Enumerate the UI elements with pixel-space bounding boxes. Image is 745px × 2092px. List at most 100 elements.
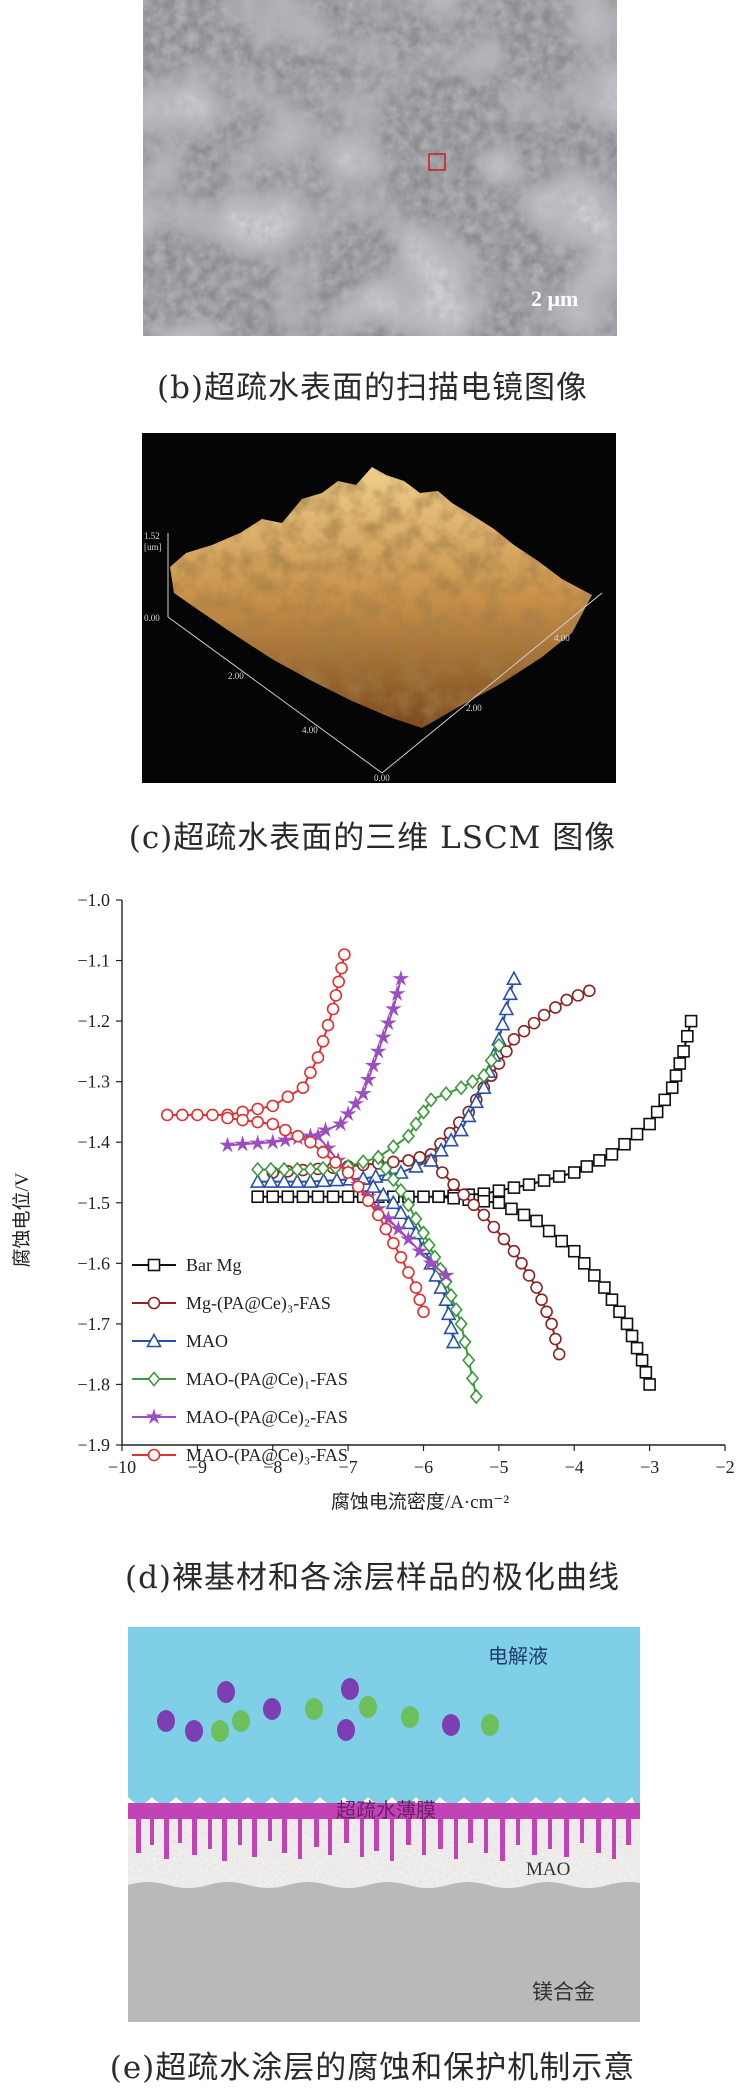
data-point bbox=[507, 1244, 521, 1258]
data-point bbox=[605, 1293, 619, 1306]
lscm-x-tick-2: 4.00 bbox=[302, 725, 318, 735]
data-point bbox=[251, 1190, 264, 1204]
lscm-y-tick-2: 4.00 bbox=[554, 633, 570, 643]
data-point bbox=[527, 1016, 541, 1030]
data-point bbox=[465, 1073, 480, 1090]
data-point bbox=[160, 1108, 174, 1122]
data-point bbox=[665, 1081, 679, 1095]
data-point bbox=[311, 1051, 325, 1064]
data-point bbox=[332, 1115, 349, 1132]
data-point bbox=[409, 1211, 423, 1227]
data-point bbox=[206, 1108, 219, 1122]
data-point bbox=[492, 1184, 506, 1197]
data-point bbox=[351, 1180, 365, 1193]
legend-label: MAO-(PA@Ce)₃-FAS bbox=[186, 1445, 348, 1466]
data-point bbox=[439, 1086, 453, 1102]
data-point bbox=[392, 969, 410, 986]
data-point bbox=[454, 1316, 468, 1332]
data-point bbox=[316, 1034, 330, 1048]
data-point bbox=[303, 1161, 317, 1178]
data-point bbox=[658, 1093, 672, 1107]
data-point bbox=[517, 1208, 531, 1222]
data-point bbox=[507, 1181, 521, 1194]
data-point bbox=[329, 989, 343, 1002]
y-tick-label: −1.3 bbox=[77, 1072, 110, 1092]
data-point bbox=[354, 1085, 372, 1101]
data-point bbox=[409, 1116, 423, 1132]
data-point bbox=[276, 1173, 292, 1188]
data-point bbox=[388, 985, 406, 1001]
data-point bbox=[328, 1171, 345, 1187]
data-point bbox=[588, 1269, 601, 1282]
data-point bbox=[643, 1378, 656, 1391]
lscm-panel: 1.52 [um] 0.00 2.00 4.00 0.00 2.00 4.00 bbox=[142, 433, 616, 783]
data-point bbox=[386, 1171, 400, 1188]
data-point bbox=[385, 1000, 402, 1017]
data-point bbox=[317, 1121, 334, 1138]
alloy-layer bbox=[128, 1882, 648, 2022]
data-point bbox=[251, 1115, 264, 1129]
data-point bbox=[432, 1190, 445, 1204]
legend-item: MAO-(PA@Ce)₁-FAS bbox=[132, 1369, 348, 1390]
data-point bbox=[266, 1117, 280, 1131]
polarization-chart: −10 −9 −8 −7 −6 −5 −4 −3 −2 −1.0 −1.1 −1.2 −1.3 −1.4 −… bbox=[0, 880, 745, 1540]
data-point bbox=[347, 1095, 365, 1111]
data-point bbox=[264, 1133, 282, 1150]
data-point bbox=[502, 985, 519, 1001]
data-point bbox=[364, 1056, 382, 1073]
data-point bbox=[447, 1178, 460, 1191]
data-point bbox=[302, 1173, 319, 1188]
legend-item: MAO-(PA@Ce)₂-FAS bbox=[132, 1407, 348, 1428]
legend-label: MAO bbox=[186, 1331, 228, 1351]
data-point bbox=[379, 1222, 393, 1236]
data-point bbox=[146, 1332, 162, 1348]
data-point bbox=[400, 1230, 417, 1247]
data-point bbox=[191, 1108, 204, 1122]
film-label: 超疏水薄膜 bbox=[336, 1799, 436, 1822]
data-point bbox=[458, 1334, 472, 1350]
data-point bbox=[371, 1149, 385, 1166]
data-point bbox=[409, 1281, 423, 1294]
data-point bbox=[555, 1234, 568, 1248]
data-point bbox=[477, 1067, 491, 1084]
lscm-z-min-label: 0.00 bbox=[144, 613, 160, 623]
data-point bbox=[522, 1178, 536, 1191]
data-point bbox=[393, 1204, 409, 1220]
data-point bbox=[530, 1214, 543, 1228]
data-point bbox=[416, 1225, 431, 1241]
data-point bbox=[304, 1135, 317, 1149]
data-point bbox=[443, 1132, 459, 1147]
data-point bbox=[329, 1156, 342, 1169]
data-point bbox=[289, 1173, 306, 1188]
series-4 bbox=[251, 1037, 506, 1405]
data-point bbox=[145, 1408, 163, 1425]
x-tick-label: −2 bbox=[715, 1457, 734, 1477]
data-point bbox=[341, 1166, 355, 1179]
data-point bbox=[613, 1305, 626, 1319]
x-tick-label: −7 bbox=[339, 1457, 358, 1477]
data-point bbox=[468, 1093, 485, 1109]
data-point bbox=[580, 1160, 594, 1173]
data-point bbox=[290, 1161, 304, 1178]
data-point bbox=[408, 1158, 424, 1173]
data-point bbox=[281, 1090, 295, 1104]
data-point bbox=[560, 993, 574, 1007]
y-axis-label: 腐蚀电位/V bbox=[11, 1172, 33, 1267]
x-axis-label: 腐蚀电流密度/A·cm⁻² bbox=[331, 1491, 510, 1513]
data-point bbox=[386, 1139, 400, 1155]
data-point bbox=[304, 1066, 317, 1079]
y-tick-label: −1.6 bbox=[77, 1253, 110, 1273]
y-tick-label: −1.4 bbox=[77, 1132, 110, 1152]
data-point bbox=[467, 1198, 481, 1212]
data-point bbox=[147, 1448, 161, 1462]
data-point bbox=[147, 1371, 161, 1387]
y-tick-label: −1.2 bbox=[77, 1011, 110, 1031]
data-point bbox=[643, 1117, 656, 1131]
data-point bbox=[296, 1081, 310, 1095]
sem-scale-label: 2 μm bbox=[531, 286, 578, 311]
y-tick-label: −1.0 bbox=[77, 890, 110, 910]
data-point bbox=[542, 1224, 556, 1238]
data-point bbox=[515, 1257, 528, 1270]
data-point bbox=[422, 1237, 436, 1253]
data-point bbox=[577, 1257, 591, 1270]
